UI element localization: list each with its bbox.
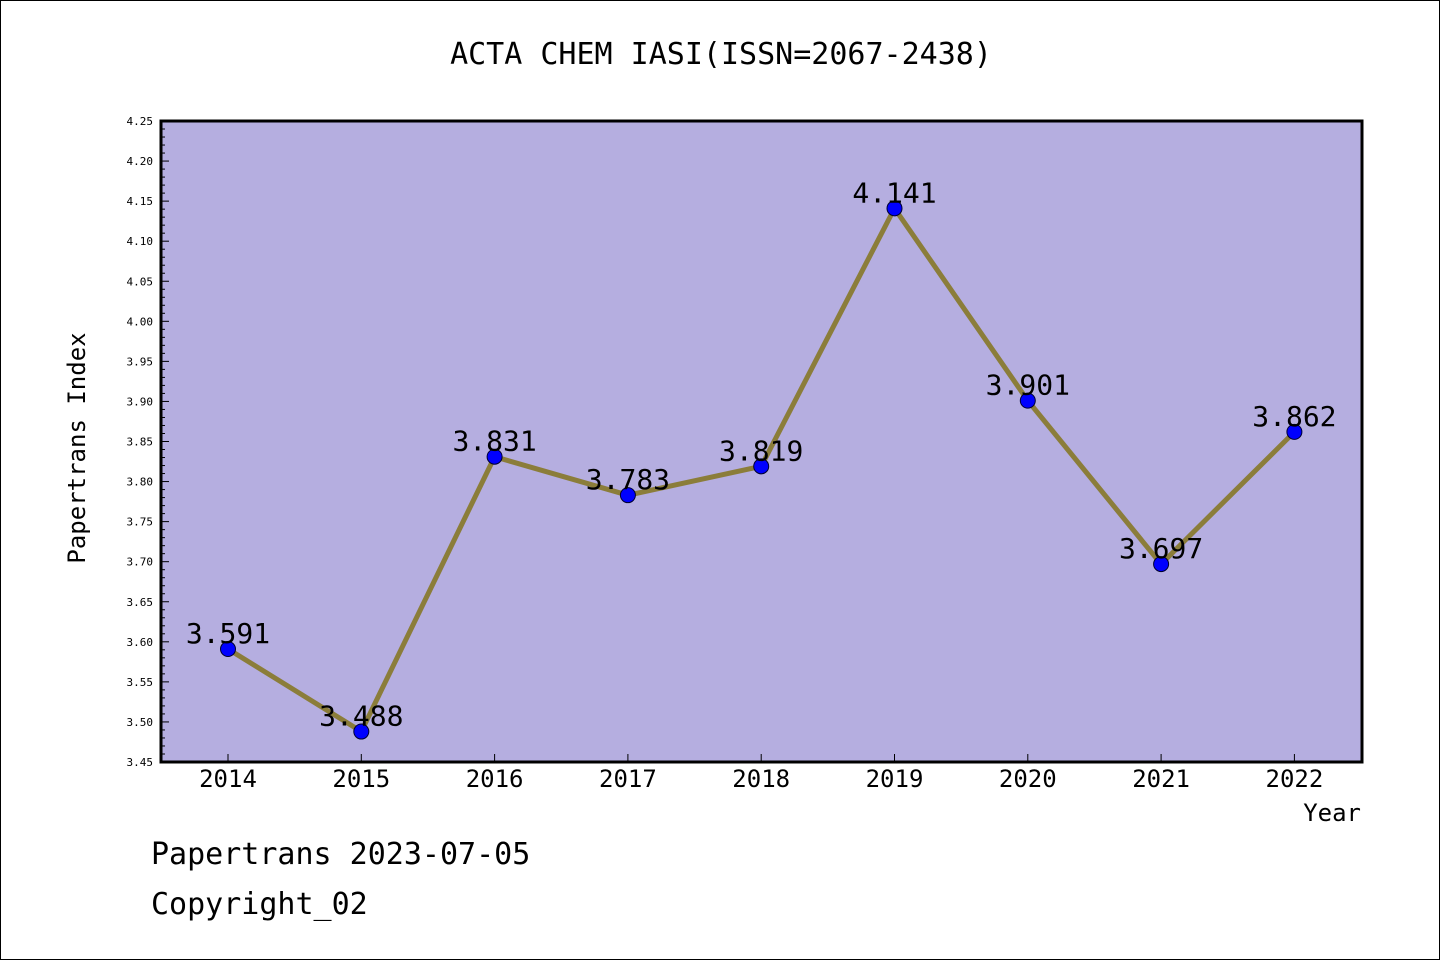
data-label: 3.488 — [319, 700, 403, 733]
data-point — [1153, 556, 1170, 573]
footer-copyright: Copyright_02 — [151, 887, 368, 922]
y-tick-label: 3.75 — [127, 516, 154, 529]
data-point — [886, 200, 903, 217]
y-tick-label: 4.00 — [127, 315, 154, 328]
y-tick-label: 3.45 — [127, 756, 154, 769]
data-label: 3.831 — [452, 425, 536, 458]
x-tick-label: 2020 — [999, 765, 1057, 793]
y-axis-label: Papertrans Index — [63, 332, 91, 563]
data-label: 3.697 — [1119, 532, 1203, 565]
data-point — [619, 487, 636, 504]
x-axis: 2014 2015 2016 2017 2018 2019 2020 2021 2022 — [199, 754, 1323, 793]
data-point — [1286, 423, 1303, 440]
y-tick-label: 3.80 — [127, 476, 154, 489]
plot-frame — [159, 119, 1364, 764]
x-tick-label: 2019 — [866, 765, 924, 793]
x-tick-label: 2018 — [732, 765, 790, 793]
x-tick-label: 2016 — [466, 765, 524, 793]
data-label: 4.141 — [852, 176, 936, 209]
plot-area — [161, 121, 1362, 762]
y-tick-label: 3.60 — [127, 636, 154, 649]
data-label: 3.819 — [719, 434, 803, 467]
x-tick-label: 2014 — [199, 765, 257, 793]
y-tick-label: 3.70 — [127, 556, 154, 569]
chart-title: ACTA CHEM IASI(ISSN=2067-2438) — [450, 37, 992, 72]
y-tick-label: 4.05 — [127, 275, 154, 288]
data-label: 3.862 — [1252, 400, 1336, 433]
y-tick-label: 3.95 — [127, 355, 154, 368]
data-label: 3.591 — [186, 617, 270, 650]
y-tick-label: 3.90 — [127, 395, 154, 408]
y-tick-label: 4.10 — [127, 235, 154, 248]
y-axis: 3.45 3.50 3.55 3.60 3.65 3.70 3.75 3.80 3.85 3.90… — [127, 115, 169, 769]
x-tick-label: 2021 — [1132, 765, 1190, 793]
y-tick-label: 3.85 — [127, 436, 154, 449]
data-series — [220, 200, 1303, 740]
data-point — [486, 448, 503, 465]
data-label: 3.783 — [586, 463, 670, 496]
x-tick-label: 2022 — [1266, 765, 1324, 793]
data-point — [753, 458, 770, 475]
y-tick-label: 3.55 — [127, 676, 154, 689]
x-tick-label: 2015 — [332, 765, 390, 793]
data-labels: 3.591 3.488 3.831 3.783 3.819 4.141 3.901 3.697… — [186, 176, 1337, 732]
x-axis-label: Year — [1303, 799, 1361, 827]
footer-date: Papertrans 2023-07-05 — [151, 837, 531, 872]
x-tick-label: 2017 — [599, 765, 657, 793]
y-tick-label: 4.15 — [127, 195, 154, 208]
data-point — [220, 641, 236, 658]
y-tick-label: 4.25 — [127, 115, 154, 128]
y-tick-label: 3.50 — [127, 716, 154, 729]
y-tick-label: 4.20 — [127, 155, 154, 168]
data-point — [353, 723, 370, 740]
data-point — [1019, 392, 1036, 409]
y-tick-label: 3.65 — [127, 596, 154, 609]
data-label: 3.901 — [986, 369, 1070, 402]
